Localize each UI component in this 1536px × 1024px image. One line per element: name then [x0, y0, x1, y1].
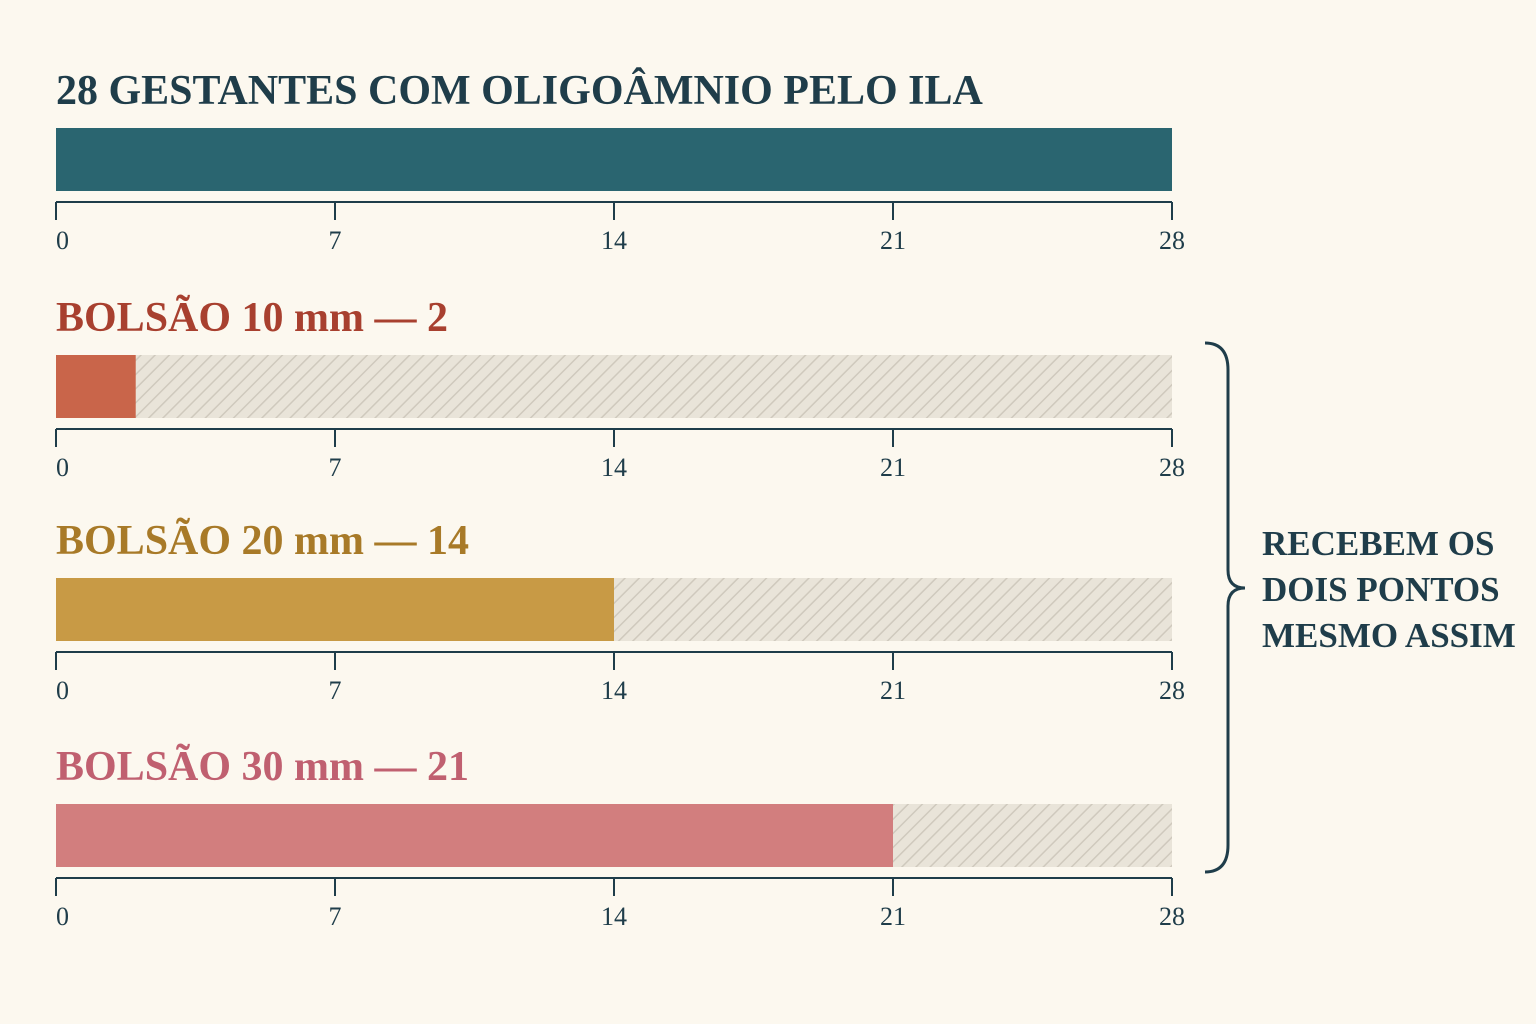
x-tick-label: 28: [1159, 902, 1185, 931]
x-tick-label: 7: [329, 226, 342, 255]
annotation-line: MESMO ASSIM: [1262, 616, 1516, 655]
panel-title: 28 GESTANTES COM OLIGOÂMNIO PELO ILA: [56, 67, 984, 114]
panel-title: BOLSÃO 10 mm — 2: [56, 294, 448, 341]
x-tick-label: 14: [601, 453, 627, 482]
panel-title: BOLSÃO 30 mm — 21: [56, 743, 469, 790]
x-tick-label: 21: [880, 226, 906, 255]
x-tick-label: 0: [56, 676, 69, 705]
annotation-line: DOIS PONTOS: [1262, 570, 1500, 609]
x-tick-label: 21: [880, 453, 906, 482]
bar: [56, 355, 136, 418]
track: [56, 355, 1172, 418]
x-tick-label: 28: [1159, 453, 1185, 482]
x-tick-label: 7: [329, 676, 342, 705]
bar: [56, 128, 1172, 191]
x-tick-label: 14: [601, 676, 627, 705]
x-tick-label: 0: [56, 453, 69, 482]
x-tick-label: 0: [56, 902, 69, 931]
annotation-line: RECEBEM OS: [1262, 524, 1494, 563]
panel-title: BOLSÃO 20 mm — 14: [56, 517, 469, 564]
x-tick-label: 14: [601, 902, 627, 931]
x-tick-label: 21: [880, 902, 906, 931]
x-tick-label: 28: [1159, 226, 1185, 255]
bar: [56, 578, 614, 641]
x-tick-label: 14: [601, 226, 627, 255]
x-tick-label: 0: [56, 226, 69, 255]
bar: [56, 804, 893, 867]
x-tick-label: 28: [1159, 676, 1185, 705]
x-tick-label: 21: [880, 676, 906, 705]
brace: [1204, 341, 1246, 874]
x-tick-label: 7: [329, 453, 342, 482]
x-tick-label: 7: [329, 902, 342, 931]
